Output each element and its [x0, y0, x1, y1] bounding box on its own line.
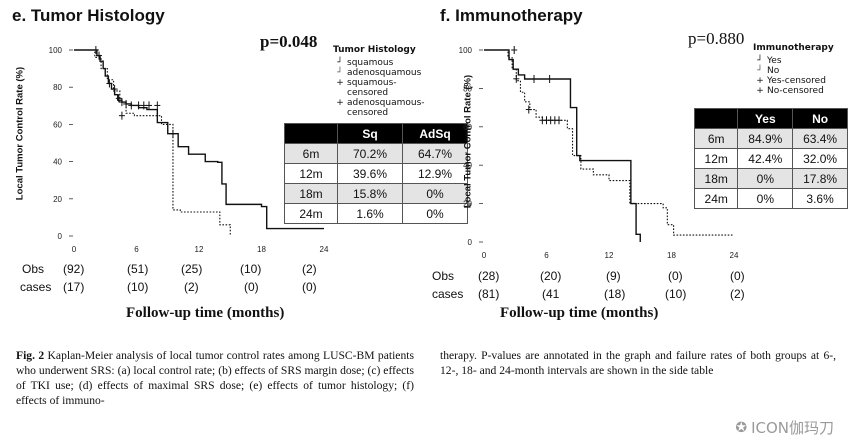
censor-mark-yes [531, 74, 537, 83]
table-row: 6m 84.9% 63.4% [693, 128, 848, 149]
caption-left-text: Kaplan-Meier analysis of local tumor con… [16, 349, 414, 407]
legend-dotted-step-icon: ┘ [337, 68, 343, 78]
panel-e-rate-table: Sq AdSq 6m 70.2% 64.7% 12m 39.6% 12.9% 18m 15… [284, 123, 468, 224]
y-tick-label: 0 [468, 238, 473, 247]
figure-caption-left: Fig. 2 Kaplan-Meier analysis of local tu… [16, 348, 414, 408]
legend-entry-adenosquamous-censored: + adenosquamous-censored [333, 98, 437, 118]
table-row: 18m 15.8% 0% [284, 183, 468, 204]
panel-e-ylabel: Local Tumor Control Rate (%) [14, 66, 26, 201]
censor-mark-no [525, 105, 532, 114]
panel-f-chart: 0 20 40 60 80 100 0 6 12 18 24 [459, 46, 739, 260]
censor-mark-no [513, 74, 520, 83]
y-tick-label: 80 [463, 84, 472, 93]
panel-e-chart: 0 20 40 60 80 100 0 6 12 18 24 [49, 46, 329, 254]
figure-caption-right: therapy. P-values are annotated in the g… [440, 349, 836, 377]
watermark-text: ICON伽玛刀 [751, 419, 834, 437]
y-tick-label: 60 [463, 123, 472, 132]
table-row: 18m 0% 17.8% [693, 168, 848, 189]
panel-f-rate-table: Yes No 6m 84.9% 63.4% 12m 42.4% 32.0% 18m 0% 1… [693, 108, 848, 209]
panel-f-xtitle: Follow-up time (months) [500, 305, 659, 321]
legend-entry-squamous-censored: + squamous-censored [333, 78, 437, 98]
km-curve-adenosquamous [74, 49, 231, 236]
censor-mark-squamous [96, 51, 102, 60]
censor-mark-yes [511, 46, 518, 54]
table-row: 24m 0% 3.6% [693, 188, 848, 209]
censor-mark-squamous [146, 101, 152, 110]
y-tick-label: 20 [53, 195, 62, 204]
censor-mark-squamous [115, 94, 122, 103]
panel-e-xtitle: Follow-up time (months) [126, 305, 285, 321]
x-tick-label: 12 [195, 245, 204, 254]
censor-mark-squamous [128, 101, 135, 110]
y-tick-label: 40 [53, 158, 62, 167]
table-row: 12m 42.4% 32.0% [693, 148, 848, 169]
legend-entry-yes: ┘ Yes [753, 56, 834, 66]
panel-f-legend: Immunotherapy ┘ Yes ┘ No + Yes-censored + No… [753, 43, 834, 96]
legend-title: Tumor Histology [333, 45, 416, 55]
y-tick-label: 60 [53, 120, 62, 129]
censor-mark-no [556, 116, 562, 125]
y-tick-label: 20 [463, 200, 472, 209]
y-tick-label: 40 [463, 161, 472, 170]
panel-e-pvalue: p=0.048 [260, 32, 318, 51]
panel-f-pvalue: p=0.880 [688, 29, 745, 48]
legend-plus-icon: + [756, 76, 764, 86]
censor-mark-yes [546, 74, 553, 83]
km-curve-no [484, 49, 734, 236]
x-tick-label: 6 [544, 251, 549, 260]
censor-mark-squamous [123, 99, 130, 108]
watermark: ✪ ICON伽玛刀 [735, 417, 834, 438]
panel-e-title: e. Tumor Histology [12, 6, 165, 25]
censor-mark-adenosquamous [118, 111, 125, 120]
table-row: 6m 70.2% 64.7% [284, 143, 468, 164]
wechat-icon: ✪ [735, 419, 748, 436]
legend-entry-adenosquamous: ┘ adenosquamous [333, 68, 437, 78]
censor-mark-squamous [154, 101, 161, 110]
panel-f-title: f. Immunotherapy [440, 6, 583, 25]
censor-mark-squamous [140, 101, 147, 110]
censor-mark-squamous [118, 98, 125, 107]
censor-mark-squamous [135, 101, 142, 110]
x-tick-label: 18 [667, 251, 676, 260]
legend-entry-no-censored: + No-censored [753, 86, 834, 96]
legend-dotted-step-icon: ┘ [757, 66, 763, 76]
censor-mark-adenosquamous [92, 46, 99, 54]
legend-entry-no: ┘ No [753, 66, 834, 76]
legend-solid-step-icon: ┘ [757, 56, 763, 66]
y-tick-label: 100 [459, 46, 473, 55]
table-row: 24m 1.6% 0% [284, 203, 468, 224]
censor-mark-squamous [106, 79, 113, 88]
x-tick-label: 0 [482, 251, 487, 260]
x-tick-label: 24 [730, 251, 739, 260]
panel-e-legend: Tumor Histology ┘ squamous ┘ adenosquamous… [333, 45, 437, 118]
legend-entry-squamous: ┘ squamous [333, 58, 437, 68]
legend-plus-icon: + [336, 78, 344, 88]
x-tick-label: 0 [72, 245, 77, 254]
legend-solid-step-icon: ┘ [337, 58, 343, 68]
km-curve-yes [484, 49, 641, 242]
censor-mark-squamous [169, 129, 176, 138]
censor-mark-squamous [111, 85, 118, 94]
legend-title: Immunotherapy [753, 43, 834, 53]
x-tick-label: 24 [320, 245, 329, 254]
x-tick-label: 12 [605, 251, 614, 260]
y-tick-label: 0 [58, 232, 63, 241]
x-tick-label: 18 [257, 245, 266, 254]
legend-plus-icon: + [336, 98, 344, 108]
x-tick-label: 6 [134, 245, 139, 254]
figure-label: Fig. 2 [16, 349, 45, 362]
legend-entry-yes-censored: + Yes-censored [753, 76, 834, 86]
y-tick-label: 100 [49, 46, 63, 55]
y-tick-label: 80 [53, 83, 62, 92]
legend-plus-icon: + [756, 86, 764, 96]
table-row: 12m 39.6% 12.9% [284, 163, 468, 184]
